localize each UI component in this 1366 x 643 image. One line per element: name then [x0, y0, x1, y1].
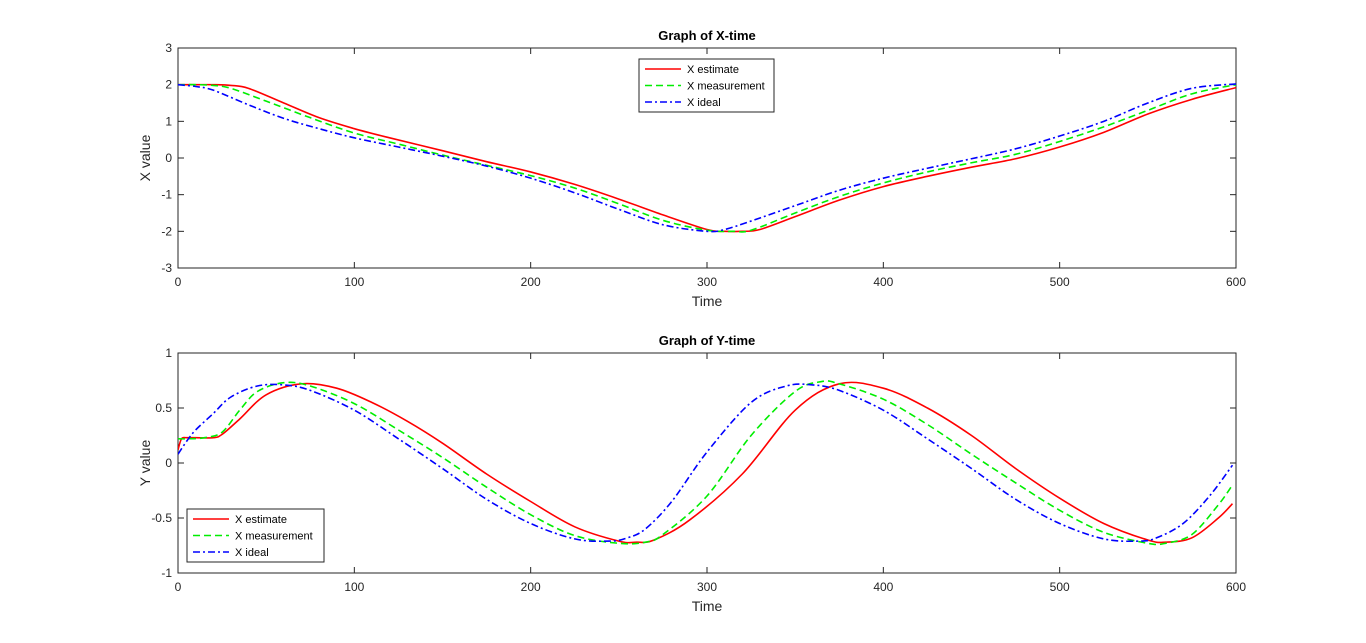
y-tick-label: 0	[165, 456, 172, 470]
x-tick-label: 200	[521, 275, 541, 289]
x-tick-label: 0	[175, 580, 182, 594]
x-tick-label: 600	[1226, 275, 1246, 289]
y-tick-label: -1	[161, 188, 172, 202]
series-line-x-estimate	[178, 83, 1236, 233]
y-tick-label: -1	[161, 566, 172, 580]
x-axis-label: Time	[692, 598, 723, 614]
x-tick-label: 300	[697, 275, 717, 289]
y-tick-label: 0	[165, 151, 172, 165]
legend-entry: X estimate	[235, 514, 287, 526]
x-tick-label: 500	[1050, 580, 1070, 594]
y-tick-label: 0.5	[155, 401, 172, 415]
y-tick-label: 2	[165, 78, 172, 92]
legend-entry: X ideal	[235, 547, 269, 559]
y-time-axes: 0 100 200 300 400 500 600 -1 -0.5 0 0.5 1 Graph of Y…	[137, 333, 1246, 614]
x-axis-label: Time	[692, 293, 723, 309]
x-time-axes: 0 100 200 300 400 500 600 -3 -2 -1 0 1 2 3 Graph of X-…	[137, 28, 1246, 309]
x-tick-label: 200	[521, 580, 541, 594]
chart-title: Graph of Y-time	[659, 333, 756, 348]
series-line-x-measurement	[178, 380, 1234, 546]
y-tick-label: 1	[165, 114, 172, 128]
series-group	[178, 380, 1234, 546]
legend: X estimate X measurement X ideal	[186, 508, 325, 563]
legend: X estimate X measurement X ideal	[638, 58, 775, 113]
y-axis-label: X value	[137, 134, 153, 181]
legend-entry: X estimate	[687, 64, 739, 76]
series-line-x-estimate	[178, 381, 1234, 544]
y-axis-label: Y value	[137, 440, 153, 487]
x-tick-label: 400	[873, 275, 893, 289]
x-tick-label: 300	[697, 580, 717, 594]
x-tick-label: 100	[344, 275, 364, 289]
x-tick-label: 400	[873, 580, 893, 594]
x-tick-label: 0	[175, 275, 182, 289]
plot-area	[177, 352, 1237, 574]
y-tick-label: -2	[161, 224, 172, 238]
x-tick-label: 500	[1050, 275, 1070, 289]
series-group	[178, 83, 1236, 233]
y-tick-label: 3	[165, 41, 172, 55]
y-tick-label: 1	[165, 346, 172, 360]
x-tick-label: 600	[1226, 580, 1246, 594]
legend-entry: X measurement	[235, 531, 313, 543]
series-line-x-ideal	[178, 383, 1234, 543]
series-line-x-ideal	[178, 83, 1236, 233]
x-tick-label: 100	[344, 580, 364, 594]
legend-entry: X ideal	[687, 97, 721, 109]
chart-title: Graph of X-time	[658, 28, 756, 43]
y-tick-label: -0.5	[151, 511, 172, 525]
series-line-x-measurement	[178, 83, 1236, 233]
y-tick-label: -3	[161, 261, 172, 275]
legend-entry: X measurement	[687, 81, 765, 93]
